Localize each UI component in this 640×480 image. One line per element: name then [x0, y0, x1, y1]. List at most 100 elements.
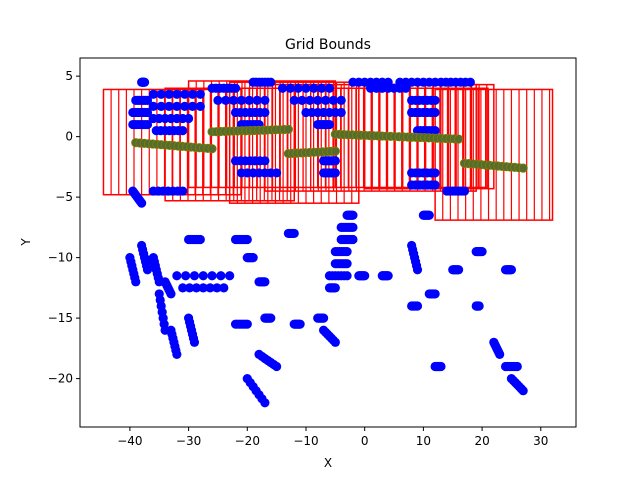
data-point [252, 95, 262, 105]
data-point [139, 77, 150, 87]
data-point [430, 168, 440, 178]
x-tick-label: −40 [117, 434, 142, 448]
data-point [236, 95, 247, 105]
data-point [187, 101, 198, 111]
trajectory-point [454, 134, 464, 144]
data-point [297, 95, 307, 105]
data-point [295, 319, 305, 329]
trajectory-point [283, 124, 293, 134]
data-point [189, 337, 200, 347]
y-tick-label: −5 [55, 190, 73, 204]
data-point [205, 283, 215, 293]
data-point [248, 253, 258, 263]
data-point [225, 271, 235, 281]
data-point [228, 95, 239, 105]
data-point [336, 95, 346, 105]
data-point [412, 301, 423, 311]
x-tick-label: −10 [293, 434, 318, 448]
data-point [330, 156, 340, 166]
data-point [324, 119, 335, 130]
data-point [184, 283, 195, 293]
data-point [293, 83, 303, 93]
axes-frame [79, 57, 577, 428]
plot-area [102, 77, 554, 408]
trajectory-layer [131, 124, 528, 173]
data-point [336, 107, 346, 118]
data-point [459, 186, 470, 196]
data-point [216, 271, 226, 281]
data-point [137, 198, 147, 208]
data-point [348, 222, 358, 232]
data-point [181, 271, 191, 281]
data-point [219, 283, 229, 293]
data-point [301, 83, 311, 93]
data-point [330, 168, 340, 178]
data-point [189, 271, 200, 281]
y-tick-label: 5 [65, 69, 73, 83]
data-point [430, 125, 440, 136]
data-point [309, 83, 319, 93]
data-point [266, 313, 276, 323]
data-point [424, 210, 434, 220]
data-point [305, 95, 315, 105]
trajectory-point [518, 163, 528, 173]
data-point [148, 89, 158, 99]
data-point [142, 119, 153, 130]
data-point [330, 283, 340, 293]
x-tick-label: 30 [533, 434, 548, 448]
grid-box-outline [228, 81, 360, 204]
data-point [454, 265, 464, 275]
data-point [430, 289, 440, 299]
y-tick-label: −15 [48, 311, 73, 325]
data-point [131, 277, 141, 287]
data-point [383, 271, 393, 281]
data-point [156, 89, 166, 99]
data-point [178, 186, 188, 196]
data-point [260, 107, 270, 118]
data-point [477, 246, 487, 257]
data-point [465, 77, 475, 87]
x-axis-label: X [324, 456, 332, 470]
data-point [207, 271, 217, 281]
x-tick-label: 0 [361, 434, 369, 448]
data-point [512, 361, 522, 372]
data-point [213, 95, 223, 105]
y-axis-label: Y [19, 238, 33, 247]
data-point [289, 228, 299, 239]
data-point [198, 271, 208, 281]
data-point [212, 283, 222, 293]
data-point [342, 271, 352, 281]
data-point [260, 277, 270, 287]
data-point [172, 349, 182, 360]
data-point [320, 95, 331, 105]
data-point [272, 361, 282, 372]
grid-box [434, 88, 554, 221]
data-point [506, 265, 517, 275]
data-point [191, 283, 202, 293]
data-point [244, 95, 254, 105]
data-point [172, 101, 182, 111]
x-tick-label: 20 [474, 434, 489, 448]
data-point [242, 234, 252, 245]
data-point [412, 265, 423, 275]
data-point [317, 83, 327, 93]
trajectory-point [330, 146, 340, 156]
data-point [142, 95, 153, 105]
data-point [518, 386, 528, 396]
x-axis-ticks: −40 −30 −20 −10 0 10 20 30 [117, 427, 548, 448]
data-point [178, 125, 188, 136]
data-point [285, 83, 295, 93]
data-point [242, 319, 252, 329]
data-point [180, 89, 190, 99]
data-point [166, 289, 176, 299]
data-point [172, 89, 182, 99]
data-point [142, 265, 153, 275]
data-point [474, 301, 484, 311]
data-point [436, 361, 446, 372]
data-point [148, 101, 158, 111]
data-point [342, 259, 352, 269]
data-point [187, 89, 198, 99]
data-point [272, 168, 282, 178]
